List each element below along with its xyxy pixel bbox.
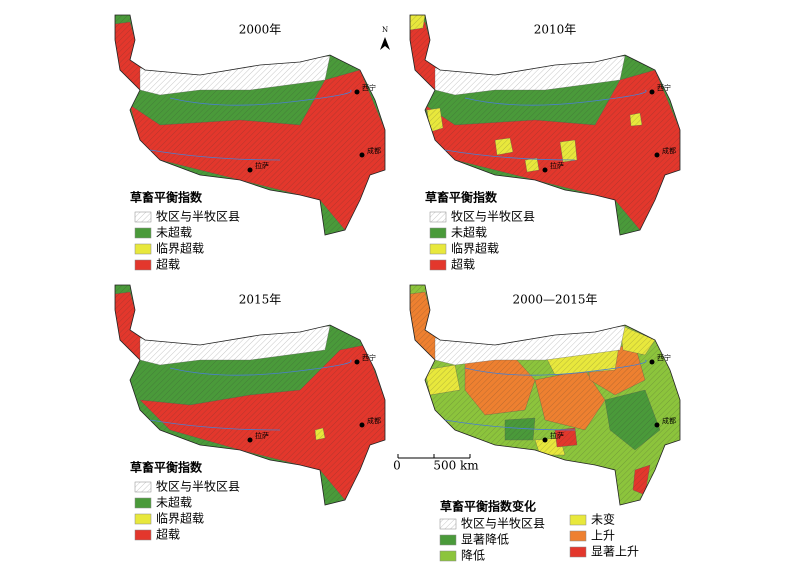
river — [169, 359, 352, 376]
legend-swatch — [134, 513, 152, 525]
legend-title: 草畜平衡指数变化 — [440, 499, 536, 514]
legend-swatch — [134, 497, 152, 509]
panel-title: 2000—2015年 — [512, 293, 597, 307]
city-label: 拉萨 — [255, 161, 269, 170]
river — [464, 89, 647, 106]
legend-title: 草畜平衡指数 — [425, 190, 498, 205]
city-dot — [649, 89, 655, 95]
legend-label: 未超载 — [451, 225, 487, 240]
city-label: 成都 — [367, 146, 381, 155]
legend-title: 草畜平衡指数 — [130, 460, 203, 475]
legend-swatch — [569, 546, 587, 558]
legend-swatch — [429, 211, 447, 223]
legend-label: 未超载 — [156, 225, 192, 240]
river — [149, 419, 281, 431]
river — [169, 89, 352, 106]
legend-swatch — [134, 529, 152, 541]
legend-swatch — [569, 514, 587, 526]
legend-swatch — [134, 227, 152, 239]
legend-label: 显著降低 — [461, 533, 509, 547]
map — [115, 285, 385, 505]
city-dot — [247, 167, 253, 173]
city-dot — [354, 89, 360, 95]
city-dot — [542, 437, 548, 443]
legend-swatch — [439, 550, 457, 562]
city-dot — [542, 167, 548, 173]
river — [464, 359, 647, 376]
city-label: 西宁 — [657, 83, 671, 92]
legend-label: 未超载 — [156, 495, 192, 510]
legend-swatch — [429, 227, 447, 239]
map — [115, 15, 385, 235]
legend-label: 牧区与半牧区县 — [461, 517, 545, 531]
city-dot — [649, 359, 655, 365]
legend-label: 超载 — [156, 257, 180, 272]
legend-label: 显著上升 — [591, 545, 639, 559]
legend-swatch — [429, 243, 447, 255]
legend-label: 临界超载 — [451, 241, 499, 256]
city-label: 拉萨 — [550, 161, 564, 170]
city-label: 西宁 — [362, 353, 376, 362]
panel-title: 2015年 — [239, 293, 282, 307]
legend-label: 未变 — [591, 512, 615, 527]
river — [444, 149, 576, 161]
legend-label: 降低 — [461, 549, 485, 563]
legend-label: 上升 — [591, 529, 615, 543]
legend-label: 临界超载 — [156, 241, 204, 256]
legend-label: 牧区与半牧区县 — [156, 480, 240, 494]
legend-swatch — [134, 481, 152, 493]
city-label: 拉萨 — [255, 431, 269, 440]
pastoral-hatch — [115, 285, 385, 505]
legend-swatch — [439, 518, 457, 530]
legend-label: 牧区与半牧区县 — [156, 210, 240, 224]
legend-label: 牧区与半牧区县 — [451, 210, 535, 224]
city-label: 成都 — [367, 416, 381, 425]
legend-label: 超载 — [156, 527, 180, 542]
north-label: N — [382, 26, 388, 34]
legend-swatch — [134, 243, 152, 255]
city-label: 西宁 — [657, 353, 671, 362]
river — [149, 149, 281, 161]
legend-label: 超载 — [451, 257, 475, 272]
map — [410, 285, 680, 505]
legend-swatch — [439, 534, 457, 546]
legend-label: 临界超载 — [156, 511, 204, 526]
panel-title: 2010年 — [534, 23, 577, 37]
city-dot — [654, 422, 660, 428]
scale-start: 0 — [393, 459, 401, 473]
pastoral-hatch — [410, 15, 680, 235]
city-label: 拉萨 — [550, 431, 564, 440]
river — [444, 419, 576, 431]
pastoral-hatch — [410, 285, 680, 505]
panel-title: 2000年 — [239, 23, 282, 37]
map — [410, 15, 680, 235]
legend-swatch — [569, 530, 587, 542]
scale-end: 500 km — [433, 459, 479, 473]
city-label: 成都 — [662, 416, 676, 425]
city-dot — [654, 152, 660, 158]
north-arrow — [380, 37, 390, 50]
legend-swatch — [134, 259, 152, 271]
city-label: 成都 — [662, 146, 676, 155]
legend-swatch — [429, 259, 447, 271]
city-dot — [354, 359, 360, 365]
city-dot — [359, 152, 365, 158]
legend-title: 草畜平衡指数 — [130, 190, 203, 205]
city-label: 西宁 — [362, 83, 376, 92]
pastoral-hatch — [115, 15, 385, 235]
city-dot — [359, 422, 365, 428]
legend-swatch — [134, 211, 152, 223]
city-dot — [247, 437, 253, 443]
